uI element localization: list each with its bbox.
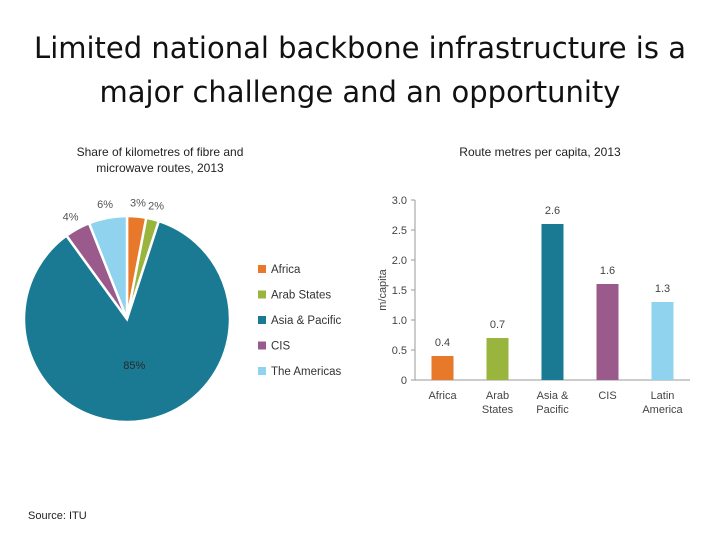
legend-item-asia-and-pacific: Asia & Pacific — [258, 315, 342, 327]
slide-title-line-1: Limited national backbone infrastructure… — [34, 31, 686, 65]
bar-value-label: 1.6 — [600, 265, 615, 277]
source-note: Source: ITU — [28, 510, 87, 522]
pie-label-cis: 4% — [63, 212, 79, 224]
legend-swatch — [258, 316, 266, 324]
x-tick-label: Arab — [486, 390, 509, 402]
x-tick-label: States — [482, 404, 514, 416]
bar-rect — [486, 338, 509, 380]
x-tick-label: Latin — [651, 390, 675, 402]
pie-label-the-americas: 6% — [97, 199, 113, 211]
bar-value-label: 0.4 — [435, 337, 450, 349]
pie-slice-asia-and-pacific — [22, 219, 232, 424]
y-tick-label: 2.0 — [392, 255, 407, 267]
bar-rect — [596, 284, 619, 380]
pie-label-asia-and-pacific: 85% — [123, 360, 145, 372]
legend-label: Arab States — [271, 290, 331, 302]
x-tick-label: Asia & — [537, 390, 569, 402]
pie-slices — [22, 214, 232, 424]
bar-latin-america: 1.3 Latin America — [642, 283, 683, 416]
y-tick-label: 3.0 — [392, 195, 407, 207]
legend-swatch — [258, 367, 266, 375]
y-tick-label: 2.5 — [392, 225, 407, 237]
bar-value-label: 2.6 — [545, 205, 560, 217]
y-tick-label: 1.0 — [392, 315, 407, 327]
legend-item-cis: CIS — [258, 341, 291, 353]
x-tick-label: CIS — [598, 390, 616, 402]
pie-chart-title-line-1: Share of kilometres of fibre and — [76, 145, 244, 159]
slide-title-line-2: major challenge and an opportunity — [99, 75, 621, 109]
legend-label: The Americas — [271, 366, 342, 378]
y-axis-label: m/capita — [377, 268, 389, 310]
legend-label: CIS — [271, 341, 291, 353]
bar-rect — [431, 356, 454, 380]
y-tick-label: 0 — [401, 375, 407, 387]
bar-arab-states: 0.7 Arab States — [482, 319, 514, 416]
bar-rect — [651, 302, 674, 380]
pie-chart: 3% 2% 85% 4% 6% Africa Arab States Asia & Pacif… — [22, 198, 342, 424]
legend-item-the-americas: The Americas — [258, 366, 342, 378]
bars: 0.4 Africa 0.7 Arab States 2.6 Asia & Pacific 1.… — [428, 205, 683, 416]
legend-swatch — [258, 341, 266, 350]
pie-label-africa: 3% — [130, 198, 146, 210]
pie-legend: Africa Arab States Asia & Pacific CIS The Am… — [258, 264, 342, 378]
y-tick-label: 0.5 — [392, 345, 407, 357]
x-tick-label: Pacific — [536, 404, 569, 416]
legend-swatch — [258, 290, 266, 299]
legend-label: Asia & Pacific — [271, 315, 342, 327]
bar-chart-title: Route metres per capita, 2013 — [459, 145, 621, 159]
pie-slice-labels: 3% 2% 85% 4% 6% — [63, 198, 165, 372]
legend-item-africa: Africa — [258, 264, 301, 276]
bar-asia-and-pacific: 2.6 Asia & Pacific — [536, 205, 569, 416]
bar-chart: 0 0.5 1.0 1.5 2.0 2.5 3.0 m/capita 0.4 Africa 0.7 A… — [377, 195, 690, 416]
legend-label: Africa — [271, 264, 301, 276]
slide-title: Limited national backbone infrastructure… — [0, 26, 720, 114]
x-tick-label: America — [642, 404, 683, 416]
bar-cis: 1.6 CIS — [596, 265, 619, 402]
pie-slice-the-americas — [87, 214, 129, 320]
legend-item-arab-states: Arab States — [258, 290, 331, 302]
y-tick-label: 1.5 — [392, 285, 407, 297]
bar-value-label: 1.3 — [655, 283, 670, 295]
pie-chart-title: Share of kilometres of fibre and microwa… — [40, 144, 280, 176]
bar-africa: 0.4 Africa — [428, 337, 457, 402]
bar-rect — [541, 224, 564, 380]
legend-swatch — [258, 265, 266, 273]
bar-y-axis: 0 0.5 1.0 1.5 2.0 2.5 3.0 m/capita — [377, 195, 690, 387]
x-tick-label: Africa — [428, 390, 457, 402]
bar-value-label: 0.7 — [490, 319, 505, 331]
pie-chart-title-line-2: microwave routes, 2013 — [96, 161, 224, 175]
pie-label-arab-states: 2% — [148, 201, 164, 213]
